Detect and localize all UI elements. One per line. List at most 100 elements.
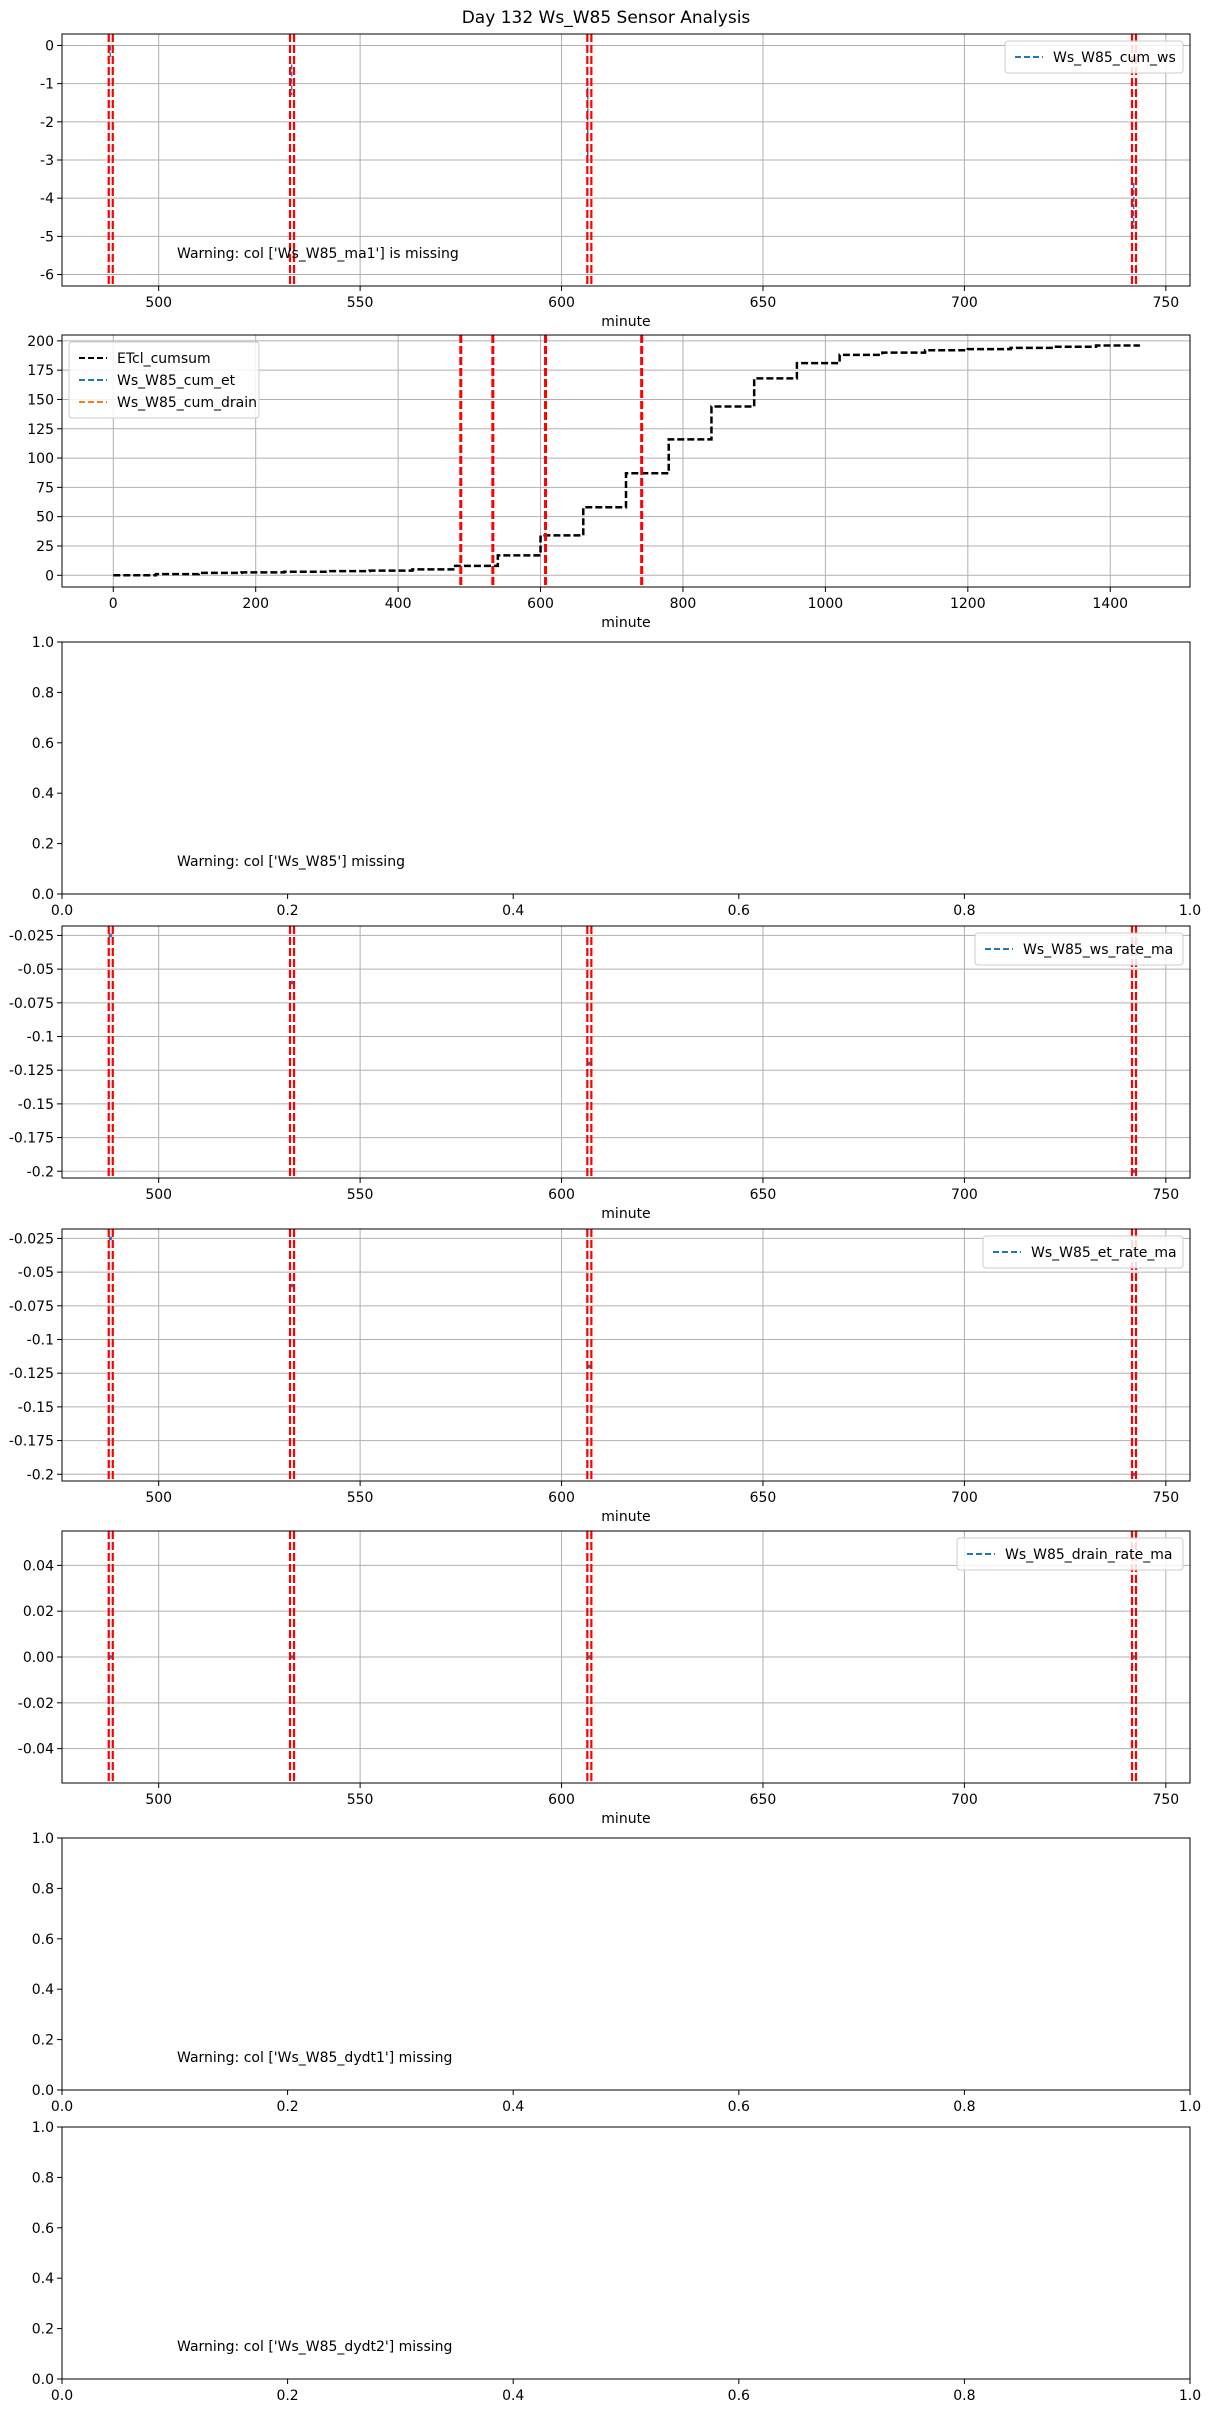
legend-box bbox=[956, 1537, 1184, 1571]
x-tick-label: 0.6 bbox=[728, 903, 750, 919]
y-tick-label: 0.8 bbox=[32, 1881, 54, 1897]
x-axis-label: minute bbox=[601, 1509, 650, 1525]
y-tick-label: -3 bbox=[40, 153, 54, 169]
x-tick-label: 700 bbox=[951, 1490, 978, 1506]
x-tick-label: 750 bbox=[1152, 1490, 1179, 1506]
x-tick-label: 600 bbox=[527, 596, 554, 612]
y-tick-label: -0.2 bbox=[27, 1164, 54, 1180]
subplots: 500 550 600 650 700 7500-1-2-3-4-5-6minuteWar… bbox=[9, 33, 1201, 2404]
warning-text: Warning: col ['Ws_W85'] missing bbox=[177, 854, 405, 870]
x-tick-label: 1.0 bbox=[1179, 2388, 1201, 2404]
y-tick-label: -0.15 bbox=[18, 1097, 54, 1113]
y-tick-label: 0.0 bbox=[32, 2083, 54, 2099]
y-tick-label: -0.175 bbox=[9, 1131, 54, 1147]
plot-area bbox=[107, 34, 1138, 286]
y-tick-label: 1.0 bbox=[32, 2120, 54, 2136]
y-tick-label: -0.1 bbox=[27, 1030, 54, 1046]
plot-area bbox=[113, 335, 1140, 587]
legend-label: Ws_W85_ws_rate_ma bbox=[1023, 942, 1173, 958]
subplot-p6: 500 550 600 650 700 750 0.04 0.02 0.00 -0.02 -0.04… bbox=[18, 1530, 1191, 1827]
y-tick-label: -0.075 bbox=[9, 996, 54, 1012]
y-tick-label: -0.075 bbox=[9, 1299, 54, 1315]
y-tick-label: -5 bbox=[40, 229, 54, 245]
figure-title: Day 132 Ws_W85 Sensor Analysis bbox=[462, 8, 751, 28]
legend: ETcl_cumsum Ws_W85_cum_et Ws_W85_cum_drain bbox=[68, 341, 260, 419]
x-tick-label: 0.4 bbox=[502, 2388, 524, 2404]
x-tick-label: 500 bbox=[145, 1792, 172, 1808]
legend-label: Ws_W85_cum_et bbox=[117, 373, 236, 389]
y-tick-label: 0.8 bbox=[32, 2170, 54, 2186]
x-tick-label: 600 bbox=[548, 1187, 575, 1203]
legend-label: Ws_W85_cum_ws bbox=[1053, 50, 1176, 66]
y-tick-label: 0.6 bbox=[32, 2221, 54, 2237]
plot-area bbox=[107, 926, 1138, 1178]
y-tick-label: -1 bbox=[40, 77, 54, 93]
plot-area bbox=[107, 1531, 1138, 1783]
y-tick-label: 1.0 bbox=[32, 635, 54, 651]
legend: Ws_W85_ws_rate_ma bbox=[974, 932, 1184, 966]
x-tick-label: 0.0 bbox=[51, 903, 73, 919]
axes-frame bbox=[61, 1837, 1191, 2091]
x-tick-label: 0.2 bbox=[276, 2099, 298, 2115]
y-tick-label: -0.125 bbox=[9, 1063, 54, 1079]
y-tick-label: 50 bbox=[36, 510, 54, 526]
y-tick-label: -0.125 bbox=[9, 1366, 54, 1382]
y-tick-label: -0.025 bbox=[9, 1231, 54, 1247]
axes-frame bbox=[61, 334, 1191, 588]
x-tick-label: 1200 bbox=[950, 596, 986, 612]
y-tick-label: -2 bbox=[40, 115, 54, 131]
x-tick-label: 1.0 bbox=[1179, 903, 1201, 919]
x-tick-label: 550 bbox=[347, 1490, 374, 1506]
x-tick-label: 0.8 bbox=[953, 2388, 975, 2404]
x-tick-label: 1400 bbox=[1092, 596, 1128, 612]
legend-box bbox=[1004, 40, 1184, 74]
x-tick-label: 800 bbox=[670, 596, 697, 612]
legend: Ws_W85_cum_ws bbox=[1004, 40, 1184, 74]
x-tick-label: 0.0 bbox=[51, 2099, 73, 2115]
x-tick-label: 650 bbox=[750, 1490, 777, 1506]
axes-frame bbox=[61, 925, 1191, 1179]
y-tick-label: 0.8 bbox=[32, 685, 54, 701]
y-tick-label: -0.15 bbox=[18, 1400, 54, 1416]
warning-text: Warning: col ['Ws_W85_ma1'] is missing bbox=[177, 246, 459, 262]
y-tick-label: -6 bbox=[40, 268, 54, 284]
y-tick-label: -0.025 bbox=[9, 928, 54, 944]
y-tick-label: 0.0 bbox=[32, 2372, 54, 2388]
x-tick-label: 750 bbox=[1152, 295, 1179, 311]
legend: Ws_W85_drain_rate_ma bbox=[956, 1537, 1184, 1571]
y-tick-label: 75 bbox=[36, 480, 54, 496]
x-tick-label: 600 bbox=[548, 1792, 575, 1808]
y-tick-label: -0.02 bbox=[18, 1696, 54, 1712]
subplot-p1: 500 550 600 650 700 750 0 -1 -2 -3 -4 -5 -6 minute War… bbox=[40, 33, 1191, 330]
x-tick-label: 200 bbox=[242, 596, 269, 612]
y-tick-label: 1.0 bbox=[32, 1831, 54, 1847]
x-tick-label: 700 bbox=[951, 1792, 978, 1808]
y-tick-label: 200 bbox=[27, 334, 54, 350]
x-axis-label: minute bbox=[601, 314, 650, 330]
y-tick-label: -0.1 bbox=[27, 1333, 54, 1349]
y-tick-label: 150 bbox=[27, 392, 54, 408]
x-tick-label: 0.4 bbox=[502, 903, 524, 919]
legend-box bbox=[982, 1235, 1184, 1269]
x-tick-label: 1.0 bbox=[1179, 2099, 1201, 2115]
x-tick-label: 0.4 bbox=[502, 2099, 524, 2115]
x-tick-label: 650 bbox=[750, 1792, 777, 1808]
y-tick-label: -0.05 bbox=[18, 1265, 54, 1281]
y-tick-label: 0 bbox=[45, 38, 54, 54]
y-tick-label: 0.2 bbox=[32, 837, 54, 853]
subplot-p4: 500 550 600 650 700 750 -0.025 -0.05 -0.075 -0.1 -… bbox=[9, 925, 1191, 1222]
x-tick-label: 750 bbox=[1152, 1792, 1179, 1808]
y-tick-label: 125 bbox=[27, 422, 54, 438]
y-tick-label: 0.2 bbox=[32, 2322, 54, 2338]
x-tick-label: 500 bbox=[145, 1187, 172, 1203]
legend-label: Ws_W85_drain_rate_ma bbox=[1005, 1547, 1172, 1563]
x-tick-label: 650 bbox=[750, 1187, 777, 1203]
x-tick-label: 500 bbox=[145, 1490, 172, 1506]
legend-label: Ws_W85_cum_drain bbox=[117, 395, 257, 411]
x-tick-label: 0.0 bbox=[51, 2388, 73, 2404]
x-tick-label: 550 bbox=[347, 295, 374, 311]
x-tick-label: 400 bbox=[385, 596, 412, 612]
x-tick-label: 600 bbox=[548, 1490, 575, 1506]
x-tick-label: 650 bbox=[750, 295, 777, 311]
x-tick-label: 0.6 bbox=[728, 2099, 750, 2115]
